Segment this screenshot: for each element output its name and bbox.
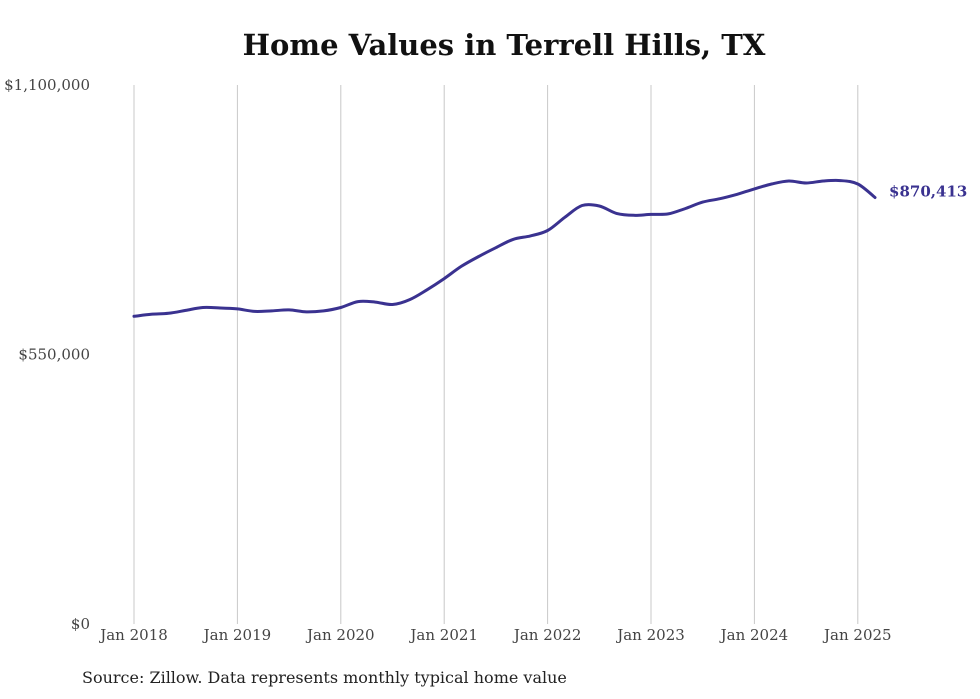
x-tick-label: Jan 2019 — [202, 626, 272, 644]
x-tick-label: Jan 2021 — [408, 626, 478, 644]
y-axis-ticks: $0 $550,000 $1,100,000 — [4, 76, 90, 633]
x-tick-label: Jan 2024 — [719, 626, 789, 644]
x-tick-label: Jan 2018 — [98, 626, 168, 644]
end-value-label: $870,413 — [889, 182, 967, 200]
y-tick-label: $550,000 — [18, 346, 90, 364]
chart-title: Home Values in Terrell Hills, TX — [242, 28, 766, 62]
series-line — [132, 178, 877, 318]
series-layer — [132, 178, 877, 318]
y-tick-label: $1,100,000 — [4, 76, 90, 94]
x-tick-label: Jan 2023 — [615, 626, 685, 644]
x-axis-ticks: Jan 2018 Jan 2019 Jan 2020 Jan 2021 Jan 2022… — [98, 626, 891, 644]
source-note: Source: Zillow. Data represents monthly … — [82, 668, 567, 687]
end-label-layer: $870,413 — [889, 182, 967, 200]
x-tick-label: Jan 2025 — [822, 626, 892, 644]
y-tick-label: $0 — [71, 615, 90, 633]
x-tick-label: Jan 2020 — [305, 626, 375, 644]
x-tick-label: Jan 2022 — [512, 626, 582, 644]
grid-lines — [133, 85, 859, 624]
